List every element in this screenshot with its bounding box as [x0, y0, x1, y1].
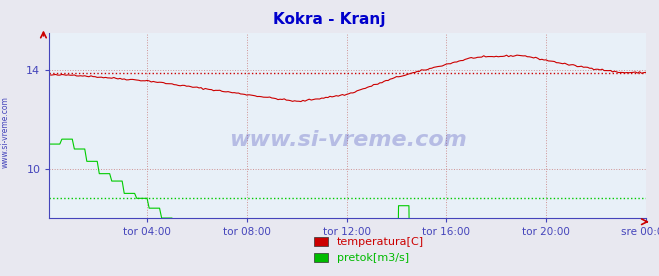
Text: Kokra - Kranj: Kokra - Kranj: [273, 12, 386, 27]
Text: www.si-vreme.com: www.si-vreme.com: [229, 130, 467, 150]
Legend: temperatura[C], pretok[m3/s]: temperatura[C], pretok[m3/s]: [310, 232, 428, 268]
Text: www.si-vreme.com: www.si-vreme.com: [1, 97, 10, 168]
